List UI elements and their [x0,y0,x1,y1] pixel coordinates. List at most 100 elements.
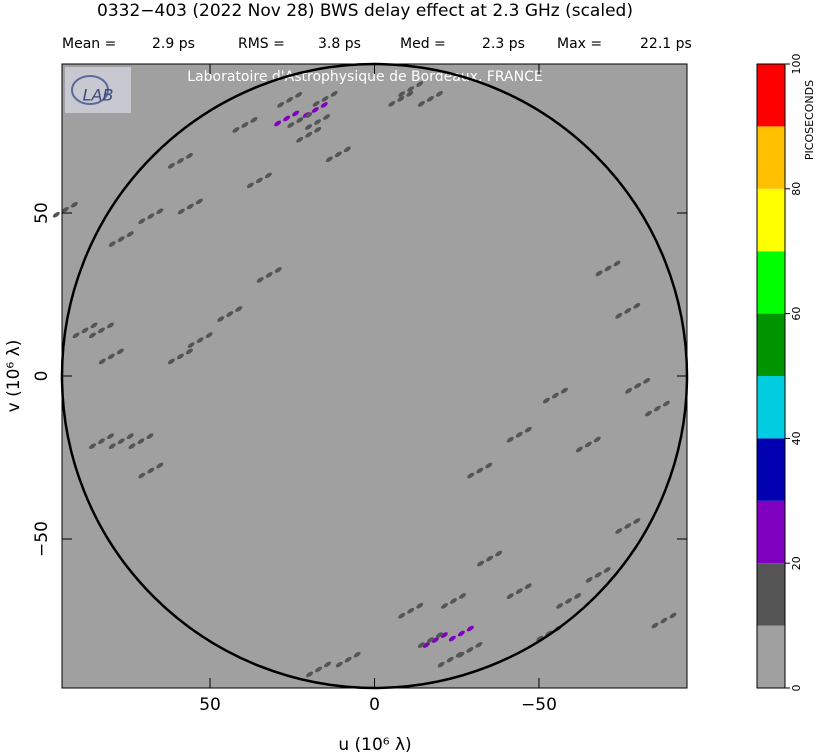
spot-blob [167,163,175,169]
spot-blob [477,560,485,567]
spot-blob [226,311,234,317]
spot-blob [107,322,114,329]
y-tick-label: 0 [32,371,52,382]
spot-blob [314,126,322,133]
stat-value: 2.3 ps [482,36,525,52]
spot [246,172,272,189]
colorbar-tick-label: 0 [790,685,803,692]
spot-blob [435,632,443,638]
colorbar-tick-label: 40 [790,431,803,445]
spot-blob [52,211,60,218]
spot [437,651,463,668]
spot-blob [624,523,632,529]
chart-title: 0332−403 (2022 Nov 28) BWS delay effect … [97,1,633,21]
colorbar-tick-label: 80 [790,182,803,196]
watermark: Laboratoire d'Astrophysique de Bordeaux,… [187,69,542,85]
spot-blob [506,436,514,443]
spot-blob [311,107,319,113]
spot-blob [669,612,677,619]
spot-blob [156,462,164,469]
logo-ring [71,75,109,105]
spot-blob [565,598,573,604]
colorbar-label: PICOSECONDS [803,80,815,160]
spot-blob [232,127,240,133]
spot [305,114,331,130]
spot-blob [274,120,282,127]
spot-blob [515,431,523,438]
spot-blob [416,81,424,87]
spot-blob [256,277,264,283]
spot-blob [323,114,331,120]
spot-blob [574,593,582,599]
spot [388,91,414,107]
spot-blob [117,438,125,445]
spot-blob [98,438,105,445]
spot-blob [274,267,282,273]
spot-blob [195,198,203,205]
spot-blob [458,593,466,599]
spot-blob [446,656,454,663]
spot-blob [634,382,642,389]
logo-box [65,67,131,113]
spot [217,306,243,322]
spot-blob [603,567,611,573]
spot-blob [615,528,623,534]
spot [506,583,532,599]
colorbar-tick-label: 60 [790,307,803,321]
spot-blob [177,208,185,215]
spot-blob [416,602,424,609]
color-band [757,500,785,564]
spot-blob [90,322,98,329]
spot [325,146,351,163]
spot [506,426,532,443]
spot [398,81,424,97]
spot [398,602,424,619]
x-tick-label: 0 [369,695,380,715]
y-tick-label: −50 [32,521,52,557]
spot [296,126,322,143]
spot-blob [305,124,313,130]
color-band [757,126,785,189]
spot [256,267,282,283]
spot-blob [81,327,89,334]
spot-blob [324,661,332,668]
spot-blob [70,201,78,208]
stat-name: Mean = [62,36,116,52]
stat-value: 3.8 ps [318,36,361,52]
spot-blob [147,467,155,474]
spot-blob [398,612,406,619]
spot [651,612,677,629]
spot-blob [264,172,272,179]
spot-blob [662,400,670,407]
spot [108,231,134,247]
color-band [757,438,785,501]
spot-blob [515,588,523,594]
spot-blob [466,647,474,653]
spot-blob [186,203,194,210]
spot-blob [305,112,313,118]
stat-name: Med = [400,36,446,52]
spot-blob [128,443,136,450]
spot-blob [448,635,456,642]
spot-blob [594,572,602,578]
spot-blob [138,218,146,225]
spot-blob [422,642,430,648]
spot-blob [147,213,155,220]
spot-blob [556,603,564,609]
spot-blob [138,472,146,479]
spot-blob [176,353,184,360]
spot-blob [286,97,294,103]
spot-blob [89,332,96,339]
spot [448,625,474,642]
spot [98,348,124,365]
stat-name: Max = [557,36,602,52]
spot-blob [449,598,457,604]
spot-blob [615,312,623,319]
spot-blob [296,136,304,143]
spot-blob [542,397,550,404]
spot-blob [117,236,125,242]
spot-blob [475,642,483,648]
spot [477,550,503,567]
spot-blob [397,96,405,102]
spot-blob [476,467,484,474]
